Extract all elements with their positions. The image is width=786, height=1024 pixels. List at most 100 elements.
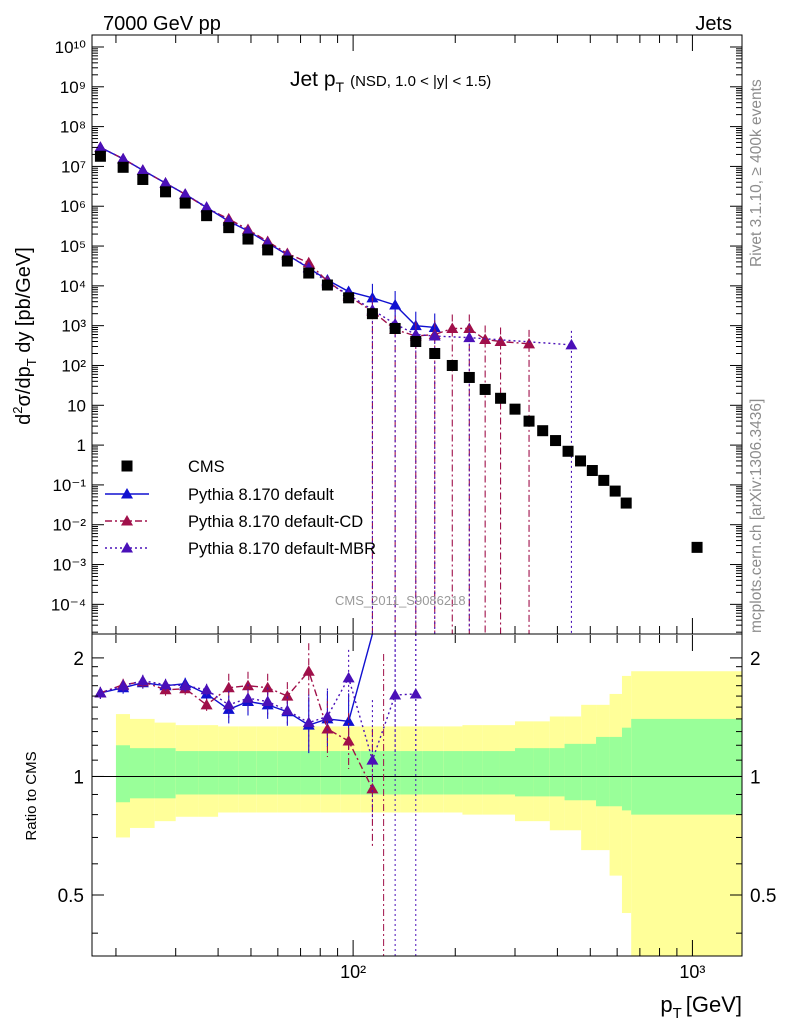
ratio-series-default-cd-point — [281, 690, 294, 701]
ratio-series-default-cd-point — [321, 722, 334, 734]
cms-data-point — [303, 267, 315, 279]
series-default-cd-line — [100, 146, 530, 345]
ratio-tick-label: 2 — [750, 649, 761, 670]
ratio-series-default-cd-point — [342, 735, 355, 746]
cms-data-point — [410, 336, 422, 348]
cms-data-point — [550, 435, 562, 447]
cms-data-point — [509, 403, 521, 415]
band-inner-segment — [256, 751, 278, 795]
band-inner-segment — [515, 748, 534, 797]
mcplots-reference-label: mcplots.cern.ch [arXiv:1306.3436] — [748, 398, 765, 633]
band-inner-segment — [238, 751, 257, 795]
cms-data-group — [94, 150, 703, 553]
band-inner-segment — [198, 751, 219, 795]
ratio-tick-label: 2 — [73, 649, 84, 670]
y-tick-label: 10⁸ — [60, 118, 86, 137]
ratio-series-default-cd-point — [366, 782, 379, 794]
cms-data-point — [137, 173, 149, 185]
cms-data-point — [575, 455, 587, 467]
series-default-mbr — [94, 141, 578, 634]
ratio-series-default-mbr-point — [136, 674, 149, 686]
legend-series-default-cd-marker — [121, 515, 133, 526]
band-inner-segment — [115, 745, 130, 803]
band-inner-segment — [596, 736, 610, 807]
ratio-plot-frame — [91, 633, 743, 957]
ratio-series-default-mbr — [94, 634, 422, 821]
ratio-axis-label: Ratio to CMS — [23, 751, 40, 840]
ratio-tick-label: 0.5 — [750, 886, 776, 907]
band-inner-segment — [320, 751, 341, 795]
cms-data-point — [223, 222, 235, 234]
band-inner-segment — [277, 751, 301, 795]
series-default-cd-point — [446, 322, 459, 333]
cms-data-point — [160, 186, 172, 198]
cms-data-point — [281, 255, 293, 267]
band-inner-segment — [581, 743, 597, 801]
cms-data-point — [242, 233, 254, 245]
legend-series-default-marker — [121, 488, 133, 499]
legend-label: CMS — [188, 458, 225, 476]
band-inner-segment — [499, 751, 516, 795]
ratio-series-default-mbr-point — [281, 704, 294, 716]
y-tick-label: 10¹⁰ — [55, 38, 87, 57]
cms-data-point — [321, 279, 333, 291]
ratio-series-default-mbr-line — [100, 676, 416, 763]
y-tick-label: 10⁻² — [52, 516, 86, 535]
band-inner-segment — [422, 751, 444, 795]
cms-data-point — [495, 392, 507, 404]
y-tick-label: 10⁶ — [60, 197, 86, 216]
series-default-cd-point — [463, 322, 476, 333]
ratio-series-default-mbr-point — [117, 679, 130, 691]
legend-label: Pythia 8.170 default-MBR — [188, 540, 376, 558]
ratio-series-default-cd-point — [302, 665, 315, 676]
legend-label: Pythia 8.170 default-CD — [188, 513, 363, 531]
band-inner-segment — [564, 743, 582, 801]
series-default-mbr-point — [200, 201, 213, 212]
chart-title: Jet pT (NSD, 1.0 < |y| < 1.5) — [290, 68, 491, 95]
series-default-mbr-point — [136, 164, 149, 175]
ratio-series-default-mbr-point — [409, 687, 422, 699]
ratio-series-default-mbr-point — [321, 710, 334, 721]
band-inner-segment — [175, 751, 199, 795]
x-tick-label: 10³ — [679, 962, 705, 982]
series-default-mbr-point — [463, 331, 476, 343]
y-tick-label: 10² — [61, 356, 86, 375]
band-inner-segment — [218, 751, 239, 795]
band-inner-segment — [129, 748, 155, 799]
y-tick-label: 10⁻⁴ — [51, 595, 86, 614]
cms-data-point — [262, 244, 274, 256]
ratio-series-default-mbr-point — [222, 698, 235, 710]
cms-data-point — [479, 383, 491, 395]
ratio-uncertainty-bands — [92, 671, 742, 956]
series-default-mbr-point — [428, 330, 441, 341]
cms-data-point — [562, 445, 574, 457]
ratio-series-default-mbr-point — [241, 692, 254, 703]
band-inner-segment — [340, 751, 361, 795]
series-default-point — [389, 299, 402, 310]
ratio-series-default-mbr-point — [200, 683, 213, 695]
ratio-series-default-mbr-point — [261, 695, 274, 706]
ratio-series-default-mbr-point — [302, 716, 315, 728]
y-tick-label: 10⁵ — [60, 237, 86, 256]
x-tick-label: 10² — [340, 962, 366, 982]
series-default-cd-point — [523, 337, 536, 349]
cms-data-point — [429, 347, 441, 359]
band-inner-segment — [300, 751, 321, 795]
series-default-mbr-point — [565, 338, 578, 350]
legend-label: Pythia 8.170 default — [188, 486, 334, 504]
series-default-mbr-point — [241, 224, 254, 236]
category-label: Jets — [695, 13, 732, 35]
band-inner-segment — [609, 736, 622, 807]
ratio-series-default-cd-point — [200, 698, 213, 710]
ratio-series-default-cd-point — [222, 681, 235, 693]
cms-data-point — [94, 150, 106, 162]
cms-data-point — [586, 465, 598, 477]
ratio-series-default-cd-point — [261, 681, 274, 693]
cms-data-point — [523, 415, 535, 427]
ratio-series-default-mbr-point — [94, 686, 107, 698]
cms-data-point — [691, 541, 703, 553]
band-inner-segment — [400, 751, 423, 795]
band-inner-segment — [549, 748, 565, 797]
ratio-series-default-point — [342, 715, 355, 726]
